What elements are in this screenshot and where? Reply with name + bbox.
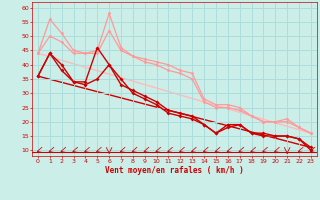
X-axis label: Vent moyen/en rafales ( km/h ): Vent moyen/en rafales ( km/h ) — [105, 166, 244, 175]
